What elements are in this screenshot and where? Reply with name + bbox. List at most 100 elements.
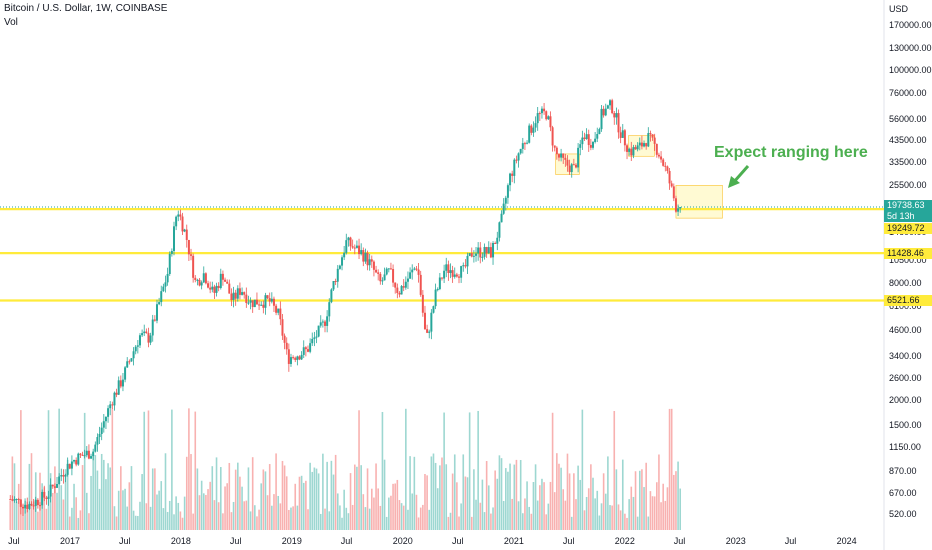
volume-bar: [85, 492, 88, 530]
candle-body: [577, 147, 580, 168]
volume-bar: [213, 500, 216, 530]
volume-bar: [462, 454, 465, 530]
candle-body: [528, 125, 531, 143]
candle-body: [209, 287, 212, 290]
volume-bar: [526, 481, 528, 530]
candle-body: [272, 298, 275, 306]
candle-body: [36, 499, 39, 506]
candle-body: [517, 153, 520, 161]
volume-bar: [211, 466, 214, 530]
candle-body: [609, 100, 612, 106]
volume-bar: [15, 501, 18, 530]
candle-body: [417, 269, 420, 275]
candle-body: [109, 404, 112, 409]
candle-body: [304, 347, 307, 350]
volume-bar: [485, 461, 488, 530]
volume-bar: [64, 469, 67, 530]
volume-bar: [400, 503, 403, 530]
candle-body: [300, 354, 303, 360]
candle-body: [600, 108, 603, 130]
candle-body: [26, 504, 29, 509]
candle-body: [385, 268, 388, 275]
candle-body: [553, 145, 556, 148]
volume-bar: [483, 512, 486, 530]
candle-body: [258, 304, 261, 306]
candle-body: [45, 497, 48, 499]
volume-bar: [79, 510, 82, 530]
volume-bar: [649, 491, 652, 530]
volume-bar: [517, 501, 520, 530]
volume-bar: [611, 505, 613, 530]
volume-bar: [268, 464, 271, 530]
candle-body: [589, 145, 592, 148]
volume-bar: [37, 511, 39, 530]
volume-bar: [645, 462, 647, 530]
candle-body: [389, 268, 392, 270]
chart-title: Bitcoin / U.S. Dollar, 1W, COINBASE: [4, 3, 168, 14]
volume-bar: [200, 480, 203, 530]
candle-body: [92, 451, 95, 457]
volume-bar: [58, 408, 60, 530]
volume-bar: [604, 493, 607, 530]
candle-body: [655, 143, 658, 155]
candle-body: [617, 113, 620, 133]
candle-body: [136, 345, 139, 347]
candle-body: [651, 134, 654, 138]
candle-body: [183, 229, 186, 232]
volume-bar: [643, 487, 645, 530]
volume-bar: [298, 476, 301, 530]
volume-bar: [402, 505, 405, 530]
volume-bar: [475, 499, 477, 530]
last-price-value: 19738.63: [887, 200, 925, 210]
candle-body: [679, 207, 682, 209]
candle-body: [15, 499, 18, 501]
time-tick-label: Jul: [673, 536, 686, 546]
volume-bar: [502, 500, 505, 530]
candle-body: [30, 503, 33, 506]
price-tick-label: 25500.00: [889, 180, 927, 191]
volume-bar: [411, 493, 414, 530]
candle-body: [534, 123, 537, 128]
volume-bar: [185, 456, 188, 530]
volume-bar: [519, 460, 522, 530]
candle-body: [645, 143, 648, 147]
volume-bar: [143, 411, 146, 530]
price-tick-label: 33500.00: [889, 157, 927, 168]
volume-bar: [336, 493, 339, 530]
volume-bar: [237, 462, 239, 530]
volume-bar: [73, 483, 75, 530]
candle-body: [219, 273, 222, 288]
volume-bar: [434, 462, 437, 530]
volume-bar: [345, 507, 348, 530]
candle-body: [453, 274, 456, 277]
candle-body: [379, 273, 382, 282]
candle-body: [70, 461, 73, 469]
volume-bar: [436, 488, 439, 530]
volume-bar: [115, 516, 118, 530]
candle-body: [647, 133, 650, 147]
candle-body: [485, 246, 488, 254]
candle-body: [253, 299, 256, 308]
volume-bar: [294, 483, 297, 530]
candle-body: [649, 133, 652, 135]
volume-bar: [262, 469, 265, 530]
candle-body: [302, 347, 305, 355]
volume-bar: [598, 515, 601, 530]
volume-bar: [528, 506, 530, 530]
volume-bar: [158, 490, 160, 530]
candle-body: [53, 486, 56, 488]
volume-bar: [205, 494, 207, 530]
candle-body: [107, 408, 110, 417]
volume-bar: [551, 412, 554, 530]
volume-bar: [624, 513, 626, 530]
volume-bar: [260, 483, 263, 530]
volume-bar: [668, 408, 671, 530]
candle-body: [643, 143, 646, 147]
volume-bar: [664, 500, 667, 530]
volume-bar: [660, 502, 662, 530]
volume-bar: [149, 506, 152, 530]
candle-body: [143, 331, 146, 334]
volume-bar: [226, 483, 228, 530]
volume-bar: [430, 456, 433, 530]
